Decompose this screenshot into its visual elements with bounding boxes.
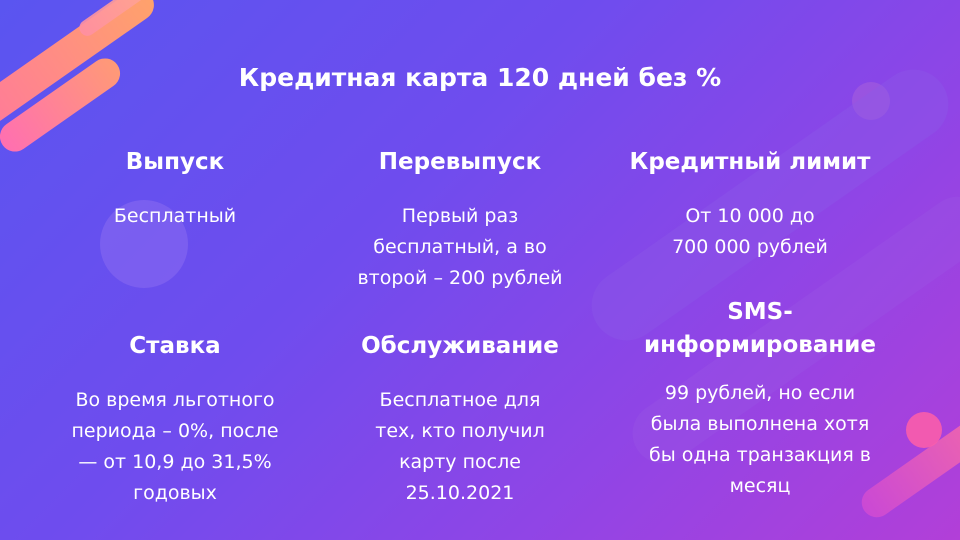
card-sms-heading: SMS- информирование — [644, 299, 876, 358]
card-service: Обслуживание Бесплатное для тех, кто пол… — [310, 330, 610, 509]
card-sms: SMS- информирование 99 рублей, но если б… — [610, 296, 910, 502]
card-reissue: Перевыпуск Первый раз бесплатный, а во в… — [310, 146, 610, 294]
card-credit-limit-text: От 10 000 до 700 000 рублей — [672, 205, 828, 258]
card-sms-text: 99 рублей, но если была выполнена хотя б… — [649, 382, 871, 497]
card-rate-text: Во время льготного периода – 0%, после —… — [71, 389, 279, 504]
card-reissue-text: Первый раз бесплатный, а во второй – 200… — [357, 205, 563, 289]
card-release: Выпуск Бесплатный — [25, 146, 325, 232]
card-service-text: Бесплатное для тех, кто получил карту по… — [375, 389, 545, 504]
card-release-heading: Выпуск — [125, 149, 225, 175]
card-service-heading: Обслуживание — [361, 333, 559, 359]
card-rate-heading: Ставка — [129, 333, 221, 359]
page-title: Кредитная карта 120 дней без % — [238, 63, 722, 92]
decor-stripe-top-left-3 — [76, 0, 184, 39]
card-release-text: Бесплатный — [113, 205, 237, 227]
card-rate: Ставка Во время льготного периода – 0%, … — [25, 330, 325, 509]
card-credit-limit: Кредитный лимит От 10 000 до 700 000 руб… — [600, 146, 900, 263]
decor-circle-bottom-right — [906, 412, 942, 448]
card-reissue-heading: Перевыпуск — [378, 149, 542, 175]
card-credit-limit-heading: Кредитный лимит — [629, 149, 871, 175]
